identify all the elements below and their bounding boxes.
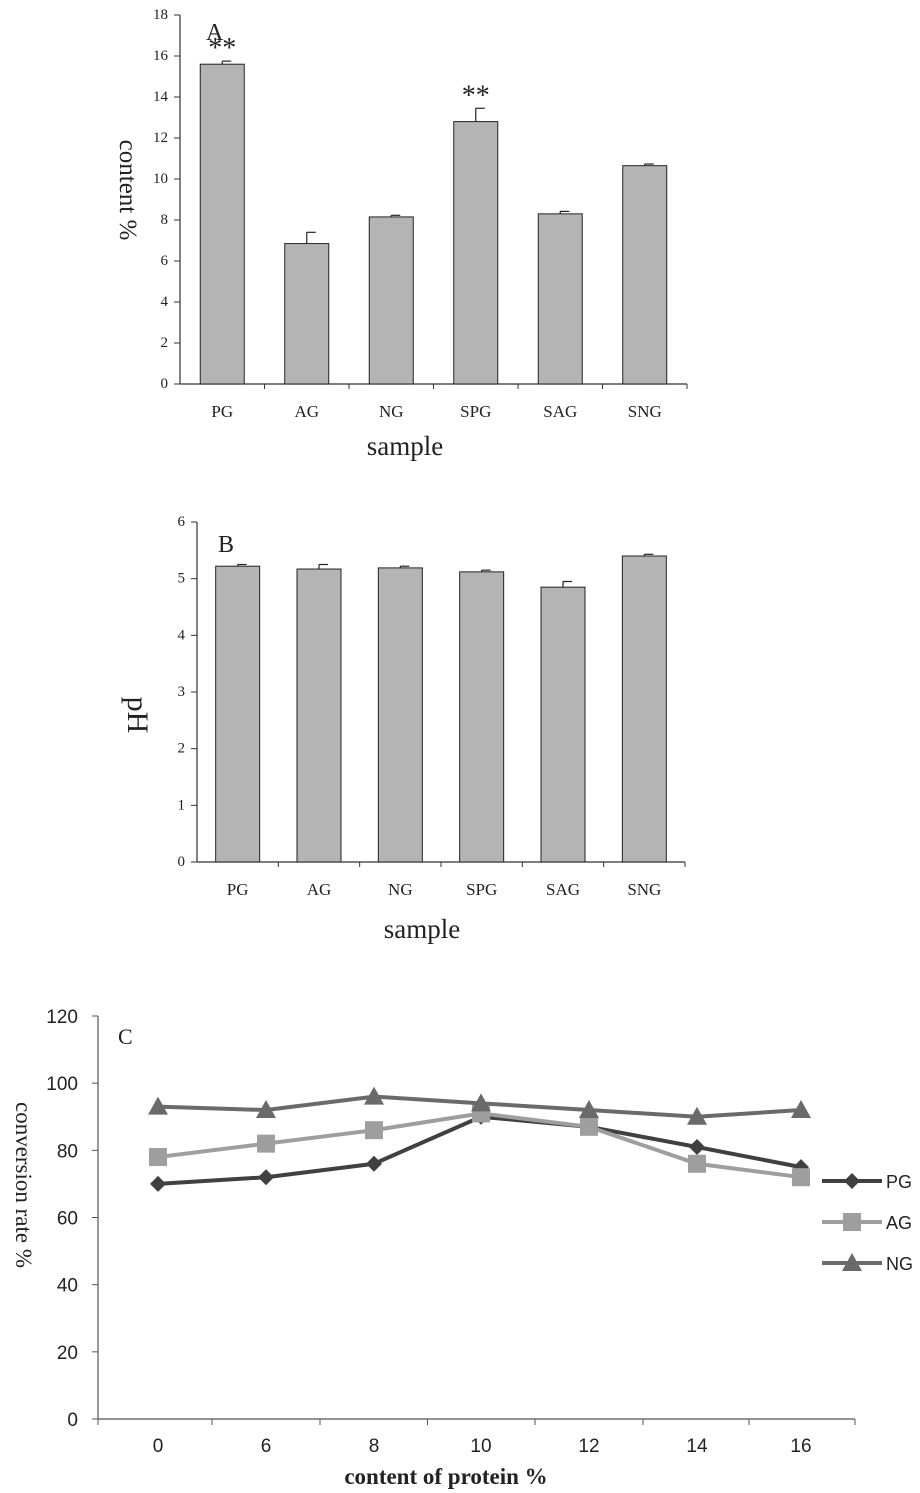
panel-label: B bbox=[218, 532, 234, 558]
x-tick-label: 0 bbox=[153, 1436, 164, 1457]
y-tick-label: 2 bbox=[178, 741, 186, 757]
bar-sag bbox=[537, 213, 583, 385]
y-tick-label: 80 bbox=[57, 1141, 78, 1162]
y-tick-label: 18 bbox=[153, 7, 168, 23]
y-axis-label: content % bbox=[114, 140, 141, 241]
bar-sag bbox=[540, 586, 586, 863]
x-tick-label: 6 bbox=[261, 1436, 272, 1457]
y-tick-label: 0 bbox=[178, 854, 186, 870]
y-tick-label: 6 bbox=[178, 514, 186, 530]
x-tick-label: NG bbox=[388, 880, 413, 899]
y-tick-label: 120 bbox=[46, 1007, 78, 1028]
data-point-ng bbox=[687, 1106, 707, 1125]
bar-spg bbox=[459, 571, 505, 863]
y-tick-label: 20 bbox=[57, 1343, 78, 1364]
y-axis-label: conversion rate % bbox=[11, 1102, 36, 1268]
x-tick-label: AG bbox=[294, 402, 319, 421]
y-tick-label: 14 bbox=[153, 89, 169, 105]
bar-ng bbox=[368, 216, 414, 385]
bar-ag bbox=[296, 568, 342, 863]
x-axis-label: content of protein % bbox=[344, 1464, 547, 1489]
y-tick-label: 0 bbox=[161, 376, 169, 392]
chart-panel-c: 0 20 40 60 80 100 120 0 6 8 10 12 14 16 PG AG NG Ccontent… bbox=[11, 1007, 913, 1489]
x-tick-label: SAG bbox=[546, 880, 580, 899]
data-point-ng bbox=[148, 1096, 168, 1115]
data-point-ag bbox=[580, 1117, 598, 1136]
data-point-pg bbox=[689, 1138, 705, 1155]
legend-label: PG bbox=[886, 1172, 912, 1192]
x-axis-label: sample bbox=[384, 914, 460, 944]
significance-mark: ** bbox=[208, 33, 236, 64]
y-axis-label: pH bbox=[121, 697, 154, 734]
x-tick-label: AG bbox=[307, 880, 332, 899]
x-tick-label: SNG bbox=[627, 880, 661, 899]
data-point-pg bbox=[258, 1169, 274, 1186]
y-tick-label: 1 bbox=[178, 797, 186, 813]
data-point-pg bbox=[150, 1175, 166, 1192]
legend-marker-ag bbox=[843, 1213, 861, 1231]
legend-label: NG bbox=[886, 1254, 913, 1274]
bar-ng bbox=[377, 567, 423, 863]
bar-pg bbox=[199, 63, 245, 385]
data-point-ng bbox=[791, 1100, 811, 1119]
x-tick-label: SPG bbox=[466, 880, 497, 899]
legend-marker-ng bbox=[842, 1253, 862, 1271]
x-tick-label: SAG bbox=[543, 402, 577, 421]
data-point-ng bbox=[364, 1086, 384, 1105]
x-tick-label: NG bbox=[379, 402, 404, 421]
data-point-ag bbox=[792, 1168, 810, 1187]
bar-sng bbox=[622, 165, 668, 385]
data-point-ag bbox=[257, 1134, 275, 1153]
panel-label: C bbox=[118, 1024, 133, 1049]
panel-label: A bbox=[206, 20, 224, 46]
bar-spg bbox=[453, 121, 499, 385]
x-tick-label: 14 bbox=[686, 1436, 708, 1457]
x-tick-label: 16 bbox=[790, 1436, 811, 1457]
legend-marker-pg bbox=[844, 1173, 860, 1189]
significance-mark: ** bbox=[462, 80, 490, 111]
y-tick-label: 100 bbox=[46, 1074, 78, 1095]
bar-pg bbox=[215, 565, 261, 863]
y-tick-label: 16 bbox=[153, 48, 169, 64]
x-tick-label: SPG bbox=[460, 402, 491, 421]
data-point-ag bbox=[688, 1154, 706, 1173]
y-tick-label: 4 bbox=[161, 294, 169, 310]
y-tick-label: 3 bbox=[178, 684, 186, 700]
y-tick-label: 5 bbox=[178, 571, 186, 587]
x-tick-label: PG bbox=[211, 402, 233, 421]
x-tick-label: 8 bbox=[369, 1436, 380, 1457]
bar-ag bbox=[284, 243, 330, 385]
y-tick-label: 4 bbox=[178, 627, 186, 643]
y-tick-label: 40 bbox=[57, 1276, 78, 1297]
data-point-ag bbox=[149, 1148, 167, 1167]
x-tick-label: 10 bbox=[470, 1436, 491, 1457]
y-tick-label: 2 bbox=[161, 335, 169, 351]
y-tick-label: 60 bbox=[57, 1209, 78, 1230]
legend-label: AG bbox=[886, 1213, 912, 1233]
y-tick-label: 12 bbox=[153, 130, 168, 146]
chart-panel-a: 0 2 4 6 8 10 12 14 16 18 PG ** AG NG SPG ** SAG SNG Asampl… bbox=[114, 7, 688, 461]
y-tick-label: 0 bbox=[67, 1410, 78, 1431]
x-tick-label: PG bbox=[227, 880, 249, 899]
series-line-pg bbox=[157, 1114, 802, 1186]
x-tick-label: 12 bbox=[578, 1436, 599, 1457]
data-point-pg bbox=[366, 1155, 382, 1172]
data-point-ng bbox=[256, 1100, 276, 1119]
data-point-ag bbox=[365, 1121, 383, 1140]
bar-sng bbox=[621, 555, 667, 863]
data-point-ng bbox=[471, 1093, 491, 1112]
y-tick-label: 8 bbox=[161, 212, 169, 228]
x-axis-label: sample bbox=[367, 431, 443, 461]
y-tick-label: 10 bbox=[153, 171, 168, 187]
y-tick-label: 6 bbox=[161, 253, 169, 269]
x-tick-label: SNG bbox=[628, 402, 662, 421]
data-point-ng bbox=[579, 1100, 599, 1119]
